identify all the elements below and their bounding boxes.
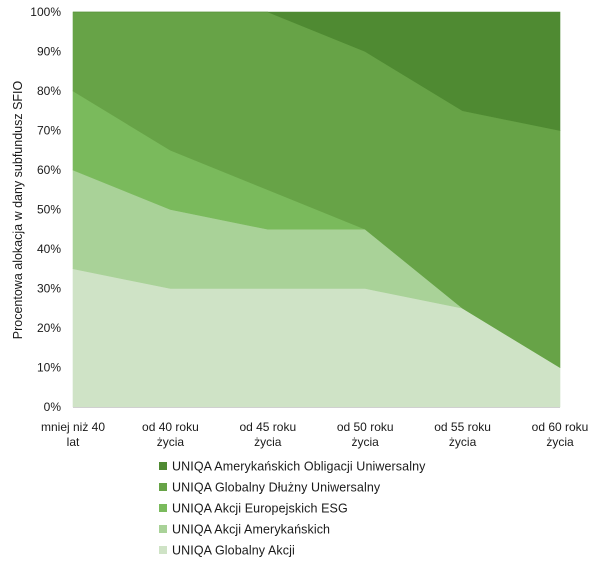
y-tick-label: 40% — [37, 242, 61, 256]
y-tick-label: 70% — [37, 124, 61, 138]
x-tick-label: od 40 roku życia — [142, 420, 199, 449]
x-tick-label: od 50 roku życia — [337, 420, 394, 449]
y-tick-label: 0% — [44, 400, 62, 414]
y-tick-label: 60% — [37, 163, 61, 177]
legend-label: UNIQA Amerykańskich Obligacji Uniwersaln… — [172, 460, 426, 474]
x-tick-label: od 60 roku życia — [532, 420, 589, 449]
y-tick-label: 30% — [37, 282, 61, 296]
y-tick-label: 20% — [37, 321, 61, 335]
y-tick-label: 10% — [37, 361, 61, 375]
legend-swatch — [159, 546, 167, 554]
y-axis-label: Procentowa alokacja w dany subfundusz SF… — [11, 80, 25, 339]
legend-label: UNIQA Globalny Akcji — [172, 544, 295, 558]
y-tick-label: 50% — [37, 203, 61, 217]
x-axis: mniej niż 40 lat od 40 roku życia od 45 roku… — [41, 407, 589, 449]
legend-swatch — [159, 483, 167, 491]
y-tick-label: 80% — [37, 84, 61, 98]
x-tick-label: od 55 roku życia — [434, 420, 491, 449]
y-tick-label: 100% — [30, 5, 61, 19]
y-axis: 0% 10% 20% 30% 40% 50% 60% 70% 80% 90% 100% — [30, 5, 61, 414]
area-uniqa-amerykanskich-obligacji-uniwersalny — [73, 11, 561, 131]
legend-swatch — [159, 504, 167, 512]
plot-areas — [72, 11, 561, 408]
legend-label: UNIQA Akcji Europejskich ESG — [172, 502, 348, 516]
x-tick-label: mniej niż 40 lat — [41, 420, 105, 449]
legend-swatch — [159, 462, 167, 470]
legend-label: UNIQA Akcji Amerykańskich — [172, 523, 330, 537]
y-tick-label: 90% — [37, 45, 61, 59]
legend-swatch — [159, 525, 167, 533]
legend-label: UNIQA Globalny Dłużny Uniwersalny — [172, 481, 381, 495]
x-tick-label: od 45 roku życia — [239, 420, 296, 449]
legend: UNIQA Amerykańskich Obligacji Uniwersaln… — [159, 460, 426, 558]
